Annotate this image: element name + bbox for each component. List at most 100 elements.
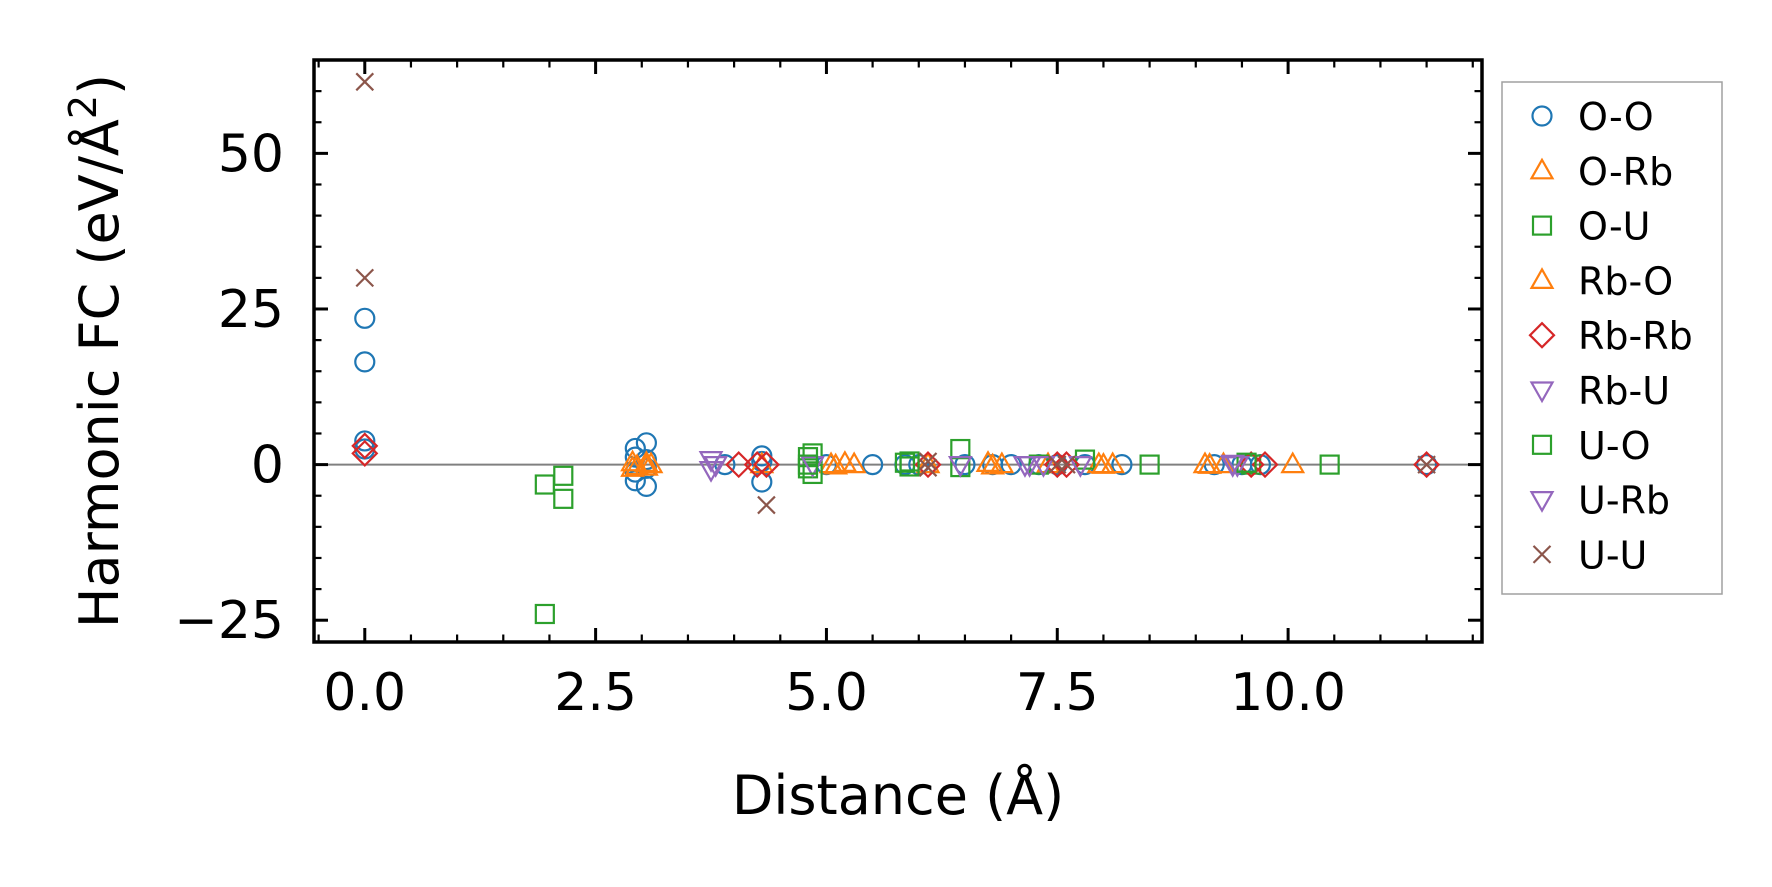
point-rb-u-6 (1067, 455, 1093, 478)
point-rb-o-5 (1197, 451, 1223, 474)
point-o-u-1 (534, 474, 555, 495)
legend: O-O O-Rb O-U Rb-O Rb-Rb Rb-U U-O U-Rb U-U (1501, 81, 1723, 595)
x-tick-label-0: 0.0 (323, 663, 406, 723)
point-rb-rb-3 (743, 451, 771, 479)
point-o-rb-15 (1211, 451, 1236, 474)
legend-label-rb-o: Rb-O (1578, 259, 1673, 303)
point-o-o-22 (1000, 453, 1022, 476)
legend-marker-o-o (1531, 105, 1553, 127)
legend-label-u-o: U-O (1578, 424, 1651, 468)
legend-marker-u-o (1531, 434, 1553, 455)
point-o-o-0 (354, 307, 376, 329)
legend-marker-o-u (1531, 215, 1553, 236)
legend-label-o-u: O-U (1578, 205, 1651, 249)
point-o-u-14 (1139, 454, 1160, 475)
point-u-u-7 (1417, 455, 1436, 474)
y-axis-label-end: ) (68, 74, 131, 95)
x-tick-label-2: 5.0 (785, 663, 868, 723)
point-rb-o-0 (624, 453, 650, 476)
point-rb-u-1 (698, 460, 724, 483)
series-u-o (797, 451, 1257, 475)
point-rb-o-4 (1091, 451, 1116, 474)
data-points-layer (351, 72, 1441, 625)
ticks-layer (314, 58, 1482, 642)
plot-frame (312, 58, 1484, 644)
series-u-u (355, 72, 1436, 515)
y-axis-label-main: Harmonic FC (eV/Å (67, 119, 131, 628)
point-u-u-2 (757, 495, 776, 515)
point-o-rb-16 (1280, 451, 1306, 474)
point-rb-rb-0 (351, 432, 379, 460)
point-u-u-6 (1057, 455, 1076, 474)
point-o-o-20 (954, 453, 976, 476)
y-tick-label-2: 25 (218, 280, 284, 340)
tick-labels-layer: 0.0 2.5 5.0 7.5 10.0 −25 0 25 50 (174, 124, 1346, 723)
point-u-u-0 (355, 72, 375, 92)
x-tick-label-4: 10.0 (1230, 663, 1346, 723)
y-axis-label-superscript: 2 (61, 95, 105, 119)
point-u-u-5 (1047, 455, 1067, 474)
legend-label-o-o: O-O (1578, 95, 1654, 139)
x-tick-label-3: 7.5 (1016, 663, 1099, 723)
point-u-rb-2 (1220, 454, 1246, 477)
point-o-o-30 (1416, 453, 1438, 476)
point-u-o-2 (1236, 452, 1257, 473)
x-axis-label: Distance (Å) (732, 763, 1064, 827)
legend-marker-rb-o (1529, 267, 1555, 289)
point-u-rb-1 (1017, 455, 1042, 478)
point-u-u-1 (355, 268, 375, 288)
legend-marker-rb-rb (1528, 321, 1556, 349)
y-tick-label-0: −25 (174, 591, 284, 651)
point-rb-rb-8 (1237, 451, 1265, 479)
point-rb-o-2 (823, 452, 849, 475)
point-o-u-3 (553, 488, 574, 509)
series-rb-rb (351, 432, 1441, 479)
x-tick-label-1: 2.5 (554, 663, 637, 723)
point-o-o-9 (635, 475, 657, 497)
legend-marker-u-u (1532, 545, 1552, 564)
point-o-u-2 (553, 465, 574, 486)
point-o-rb-9 (975, 450, 1001, 472)
y-axis-label: Harmonic FC (eV/Å2) (61, 74, 131, 628)
point-rb-o-3 (980, 452, 1006, 475)
point-o-o-2 (354, 430, 376, 452)
point-rb-rb-2 (725, 451, 753, 479)
point-rb-rb-7 (1052, 451, 1081, 479)
point-o-u-15 (1241, 454, 1262, 475)
point-o-rb-7 (841, 451, 867, 474)
point-rb-rb-4 (752, 451, 780, 479)
legend-label-o-rb: O-Rb (1578, 150, 1673, 194)
series-u-rb (703, 454, 1246, 478)
point-u-o-1 (899, 451, 920, 472)
point-o-rb-5 (818, 451, 844, 474)
point-o-u-6 (802, 443, 823, 464)
legend-label-rb-rb: Rb-Rb (1578, 314, 1693, 358)
legend-label-u-u: U-U (1578, 533, 1647, 577)
point-u-rb-0 (703, 455, 729, 478)
legend-marker-o-rb (1529, 157, 1555, 180)
point-rb-u-5 (1031, 455, 1056, 478)
point-o-u-0 (534, 603, 555, 625)
point-rb-o-1 (638, 451, 664, 474)
y-tick-label-1: 0 (251, 436, 284, 496)
point-o-o-26 (1111, 453, 1133, 476)
axes-layer (312, 58, 1484, 644)
point-u-u-3 (918, 452, 938, 471)
legend-label-u-rb: U-Rb (1578, 479, 1670, 523)
point-rb-u-3 (947, 455, 973, 478)
point-u-u-4 (918, 458, 938, 477)
legend-label-rb-u: Rb-U (1578, 369, 1670, 413)
point-rb-rb-6 (1043, 451, 1071, 479)
legend-marker-rb-u (1529, 381, 1555, 404)
point-o-o-1 (354, 351, 376, 373)
point-o-rb-0 (620, 449, 645, 472)
series-rb-o (624, 451, 1223, 476)
point-o-u-16 (1319, 454, 1340, 475)
point-rb-rb-9 (1251, 451, 1279, 479)
point-o-o-17 (862, 453, 884, 476)
point-o-o-13 (751, 445, 773, 467)
point-rb-rb-10 (1413, 451, 1441, 479)
point-rb-rb-1 (351, 439, 379, 467)
